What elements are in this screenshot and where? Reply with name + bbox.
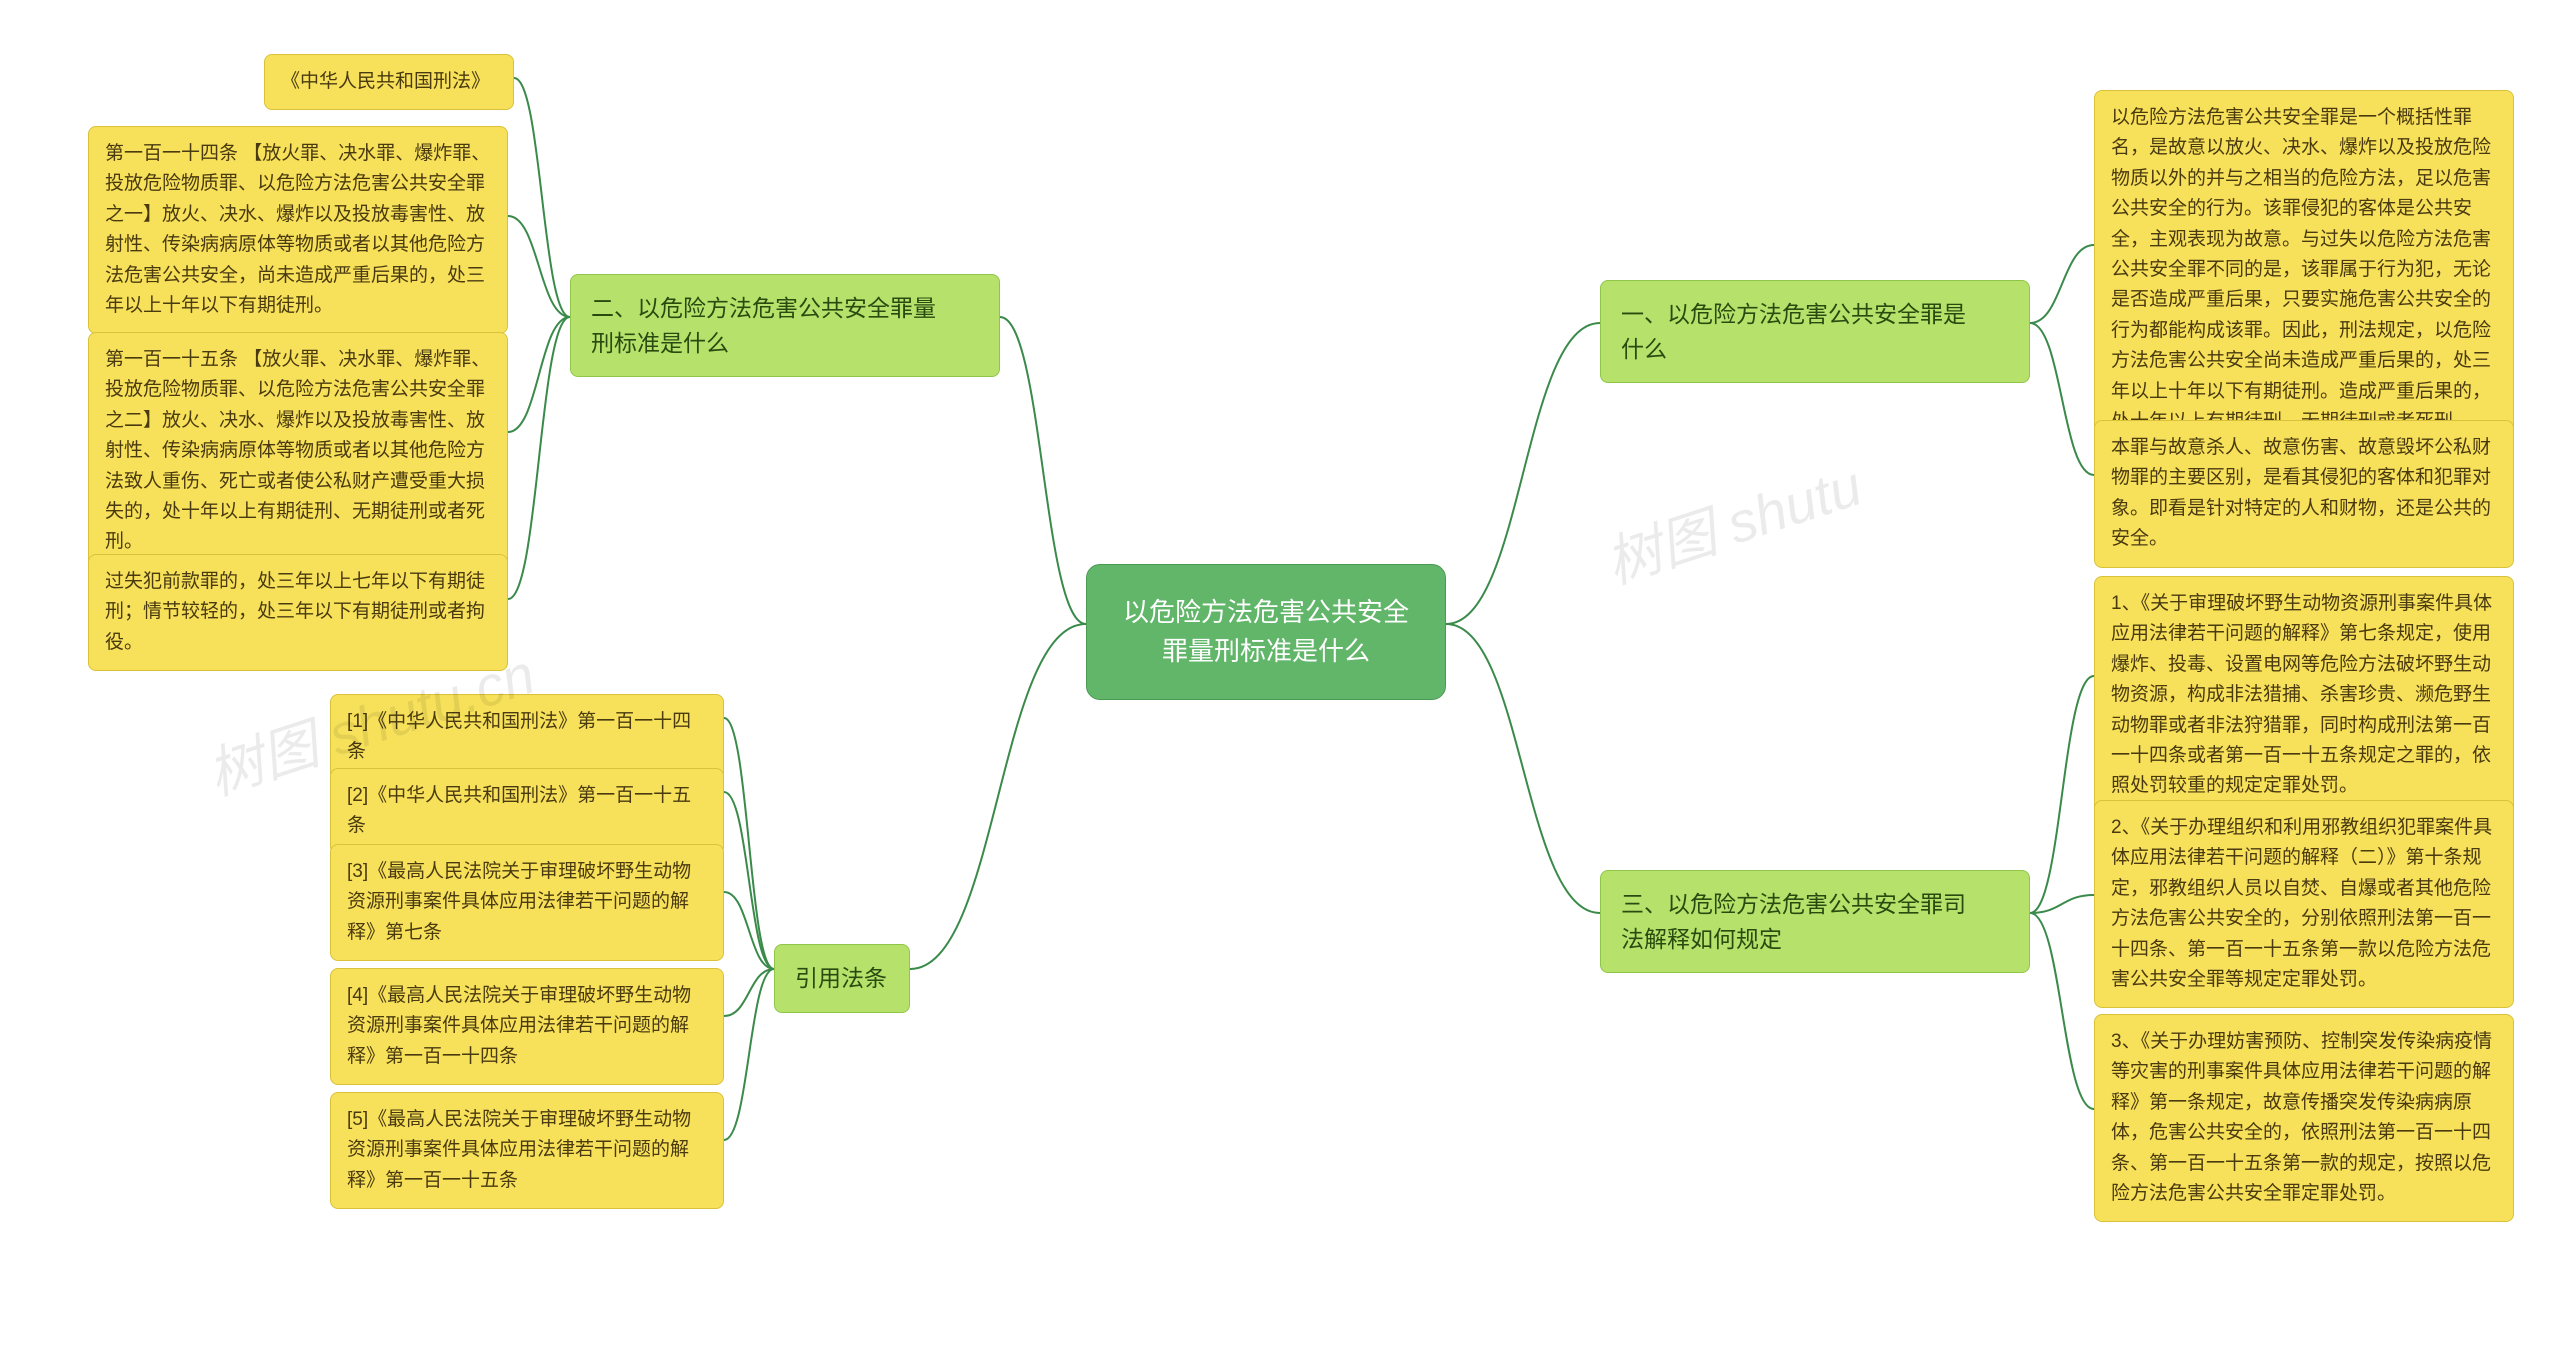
leaf-b4-1: [2]《中华人民共和国刑法》第一百一十五条 bbox=[330, 768, 724, 855]
leaf-b1-0: 以危险方法危害公共安全罪是一个概括性罪名，是故意以放火、决水、爆炸以及投放危险物… bbox=[2094, 90, 2514, 450]
leaf-b3-2: 3、《关于办理妨害预防、控制突发传染病疫情等灾害的刑事案件具体应用法律若干问题的… bbox=[2094, 1014, 2514, 1222]
leaf-b4-3: [4]《最高人民法院关于审理破坏野生动物资源刑事案件具体应用法律若干问题的解释》… bbox=[330, 968, 724, 1085]
leaf-b3-1: 2、《关于办理组织和利用邪教组织犯罪案件具体应用法律若干问题的解释（二）》第十条… bbox=[2094, 800, 2514, 1008]
leaf-b4-4: [5]《最高人民法院关于审理破坏野生动物资源刑事案件具体应用法律若干问题的解释》… bbox=[330, 1092, 724, 1209]
branch-b1: 一、以危险方法危害公共安全罪是 什么 bbox=[1600, 280, 2030, 383]
leaf-b2-0: 《中华人民共和国刑法》 bbox=[264, 54, 514, 110]
branch-b2: 二、以危险方法危害公共安全罪量 刑标准是什么 bbox=[570, 274, 1000, 377]
leaf-b3-0: 1、《关于审理破坏野生动物资源刑事案件具体应用法律若干问题的解释》第七条规定，使… bbox=[2094, 576, 2514, 815]
branch-b3: 三、以危险方法危害公共安全罪司 法解释如何规定 bbox=[1600, 870, 2030, 973]
branch-b4: 引用法条 bbox=[774, 944, 910, 1013]
leaf-b1-1: 本罪与故意杀人、故意伤害、故意毁坏公私财物罪的主要区别，是看其侵犯的客体和犯罪对… bbox=[2094, 420, 2514, 568]
leaf-b2-2: 第一百一十五条 【放火罪、决水罪、爆炸罪、投放危险物质罪、以危险方法危害公共安全… bbox=[88, 332, 508, 571]
root-node: 以危险方法危害公共安全 罪量刑标准是什么 bbox=[1086, 564, 1446, 700]
leaf-b2-1: 第一百一十四条 【放火罪、决水罪、爆炸罪、投放危险物质罪、以危险方法危害公共安全… bbox=[88, 126, 508, 334]
leaf-b4-2: [3]《最高人民法院关于审理破坏野生动物资源刑事案件具体应用法律若干问题的解释》… bbox=[330, 844, 724, 961]
leaf-b2-3: 过失犯前款罪的，处三年以上七年以下有期徒刑；情节较轻的，处三年以下有期徒刑或者拘… bbox=[88, 554, 508, 671]
watermark-1: 树图 shutu bbox=[1594, 441, 1871, 600]
